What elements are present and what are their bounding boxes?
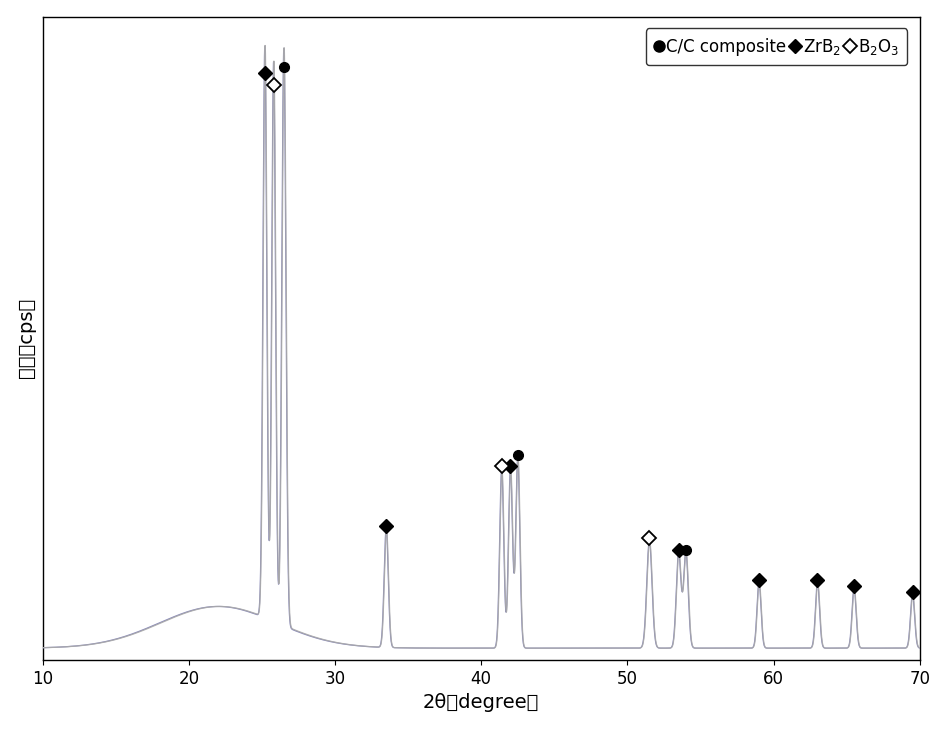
X-axis label: 2θ（degree）: 2θ（degree）	[423, 693, 540, 712]
Y-axis label: 强度（cps）: 强度（cps）	[17, 298, 36, 378]
Legend: C/C composite, ZrB$_2$, B$_2$O$_3$: C/C composite, ZrB$_2$, B$_2$O$_3$	[646, 28, 907, 65]
